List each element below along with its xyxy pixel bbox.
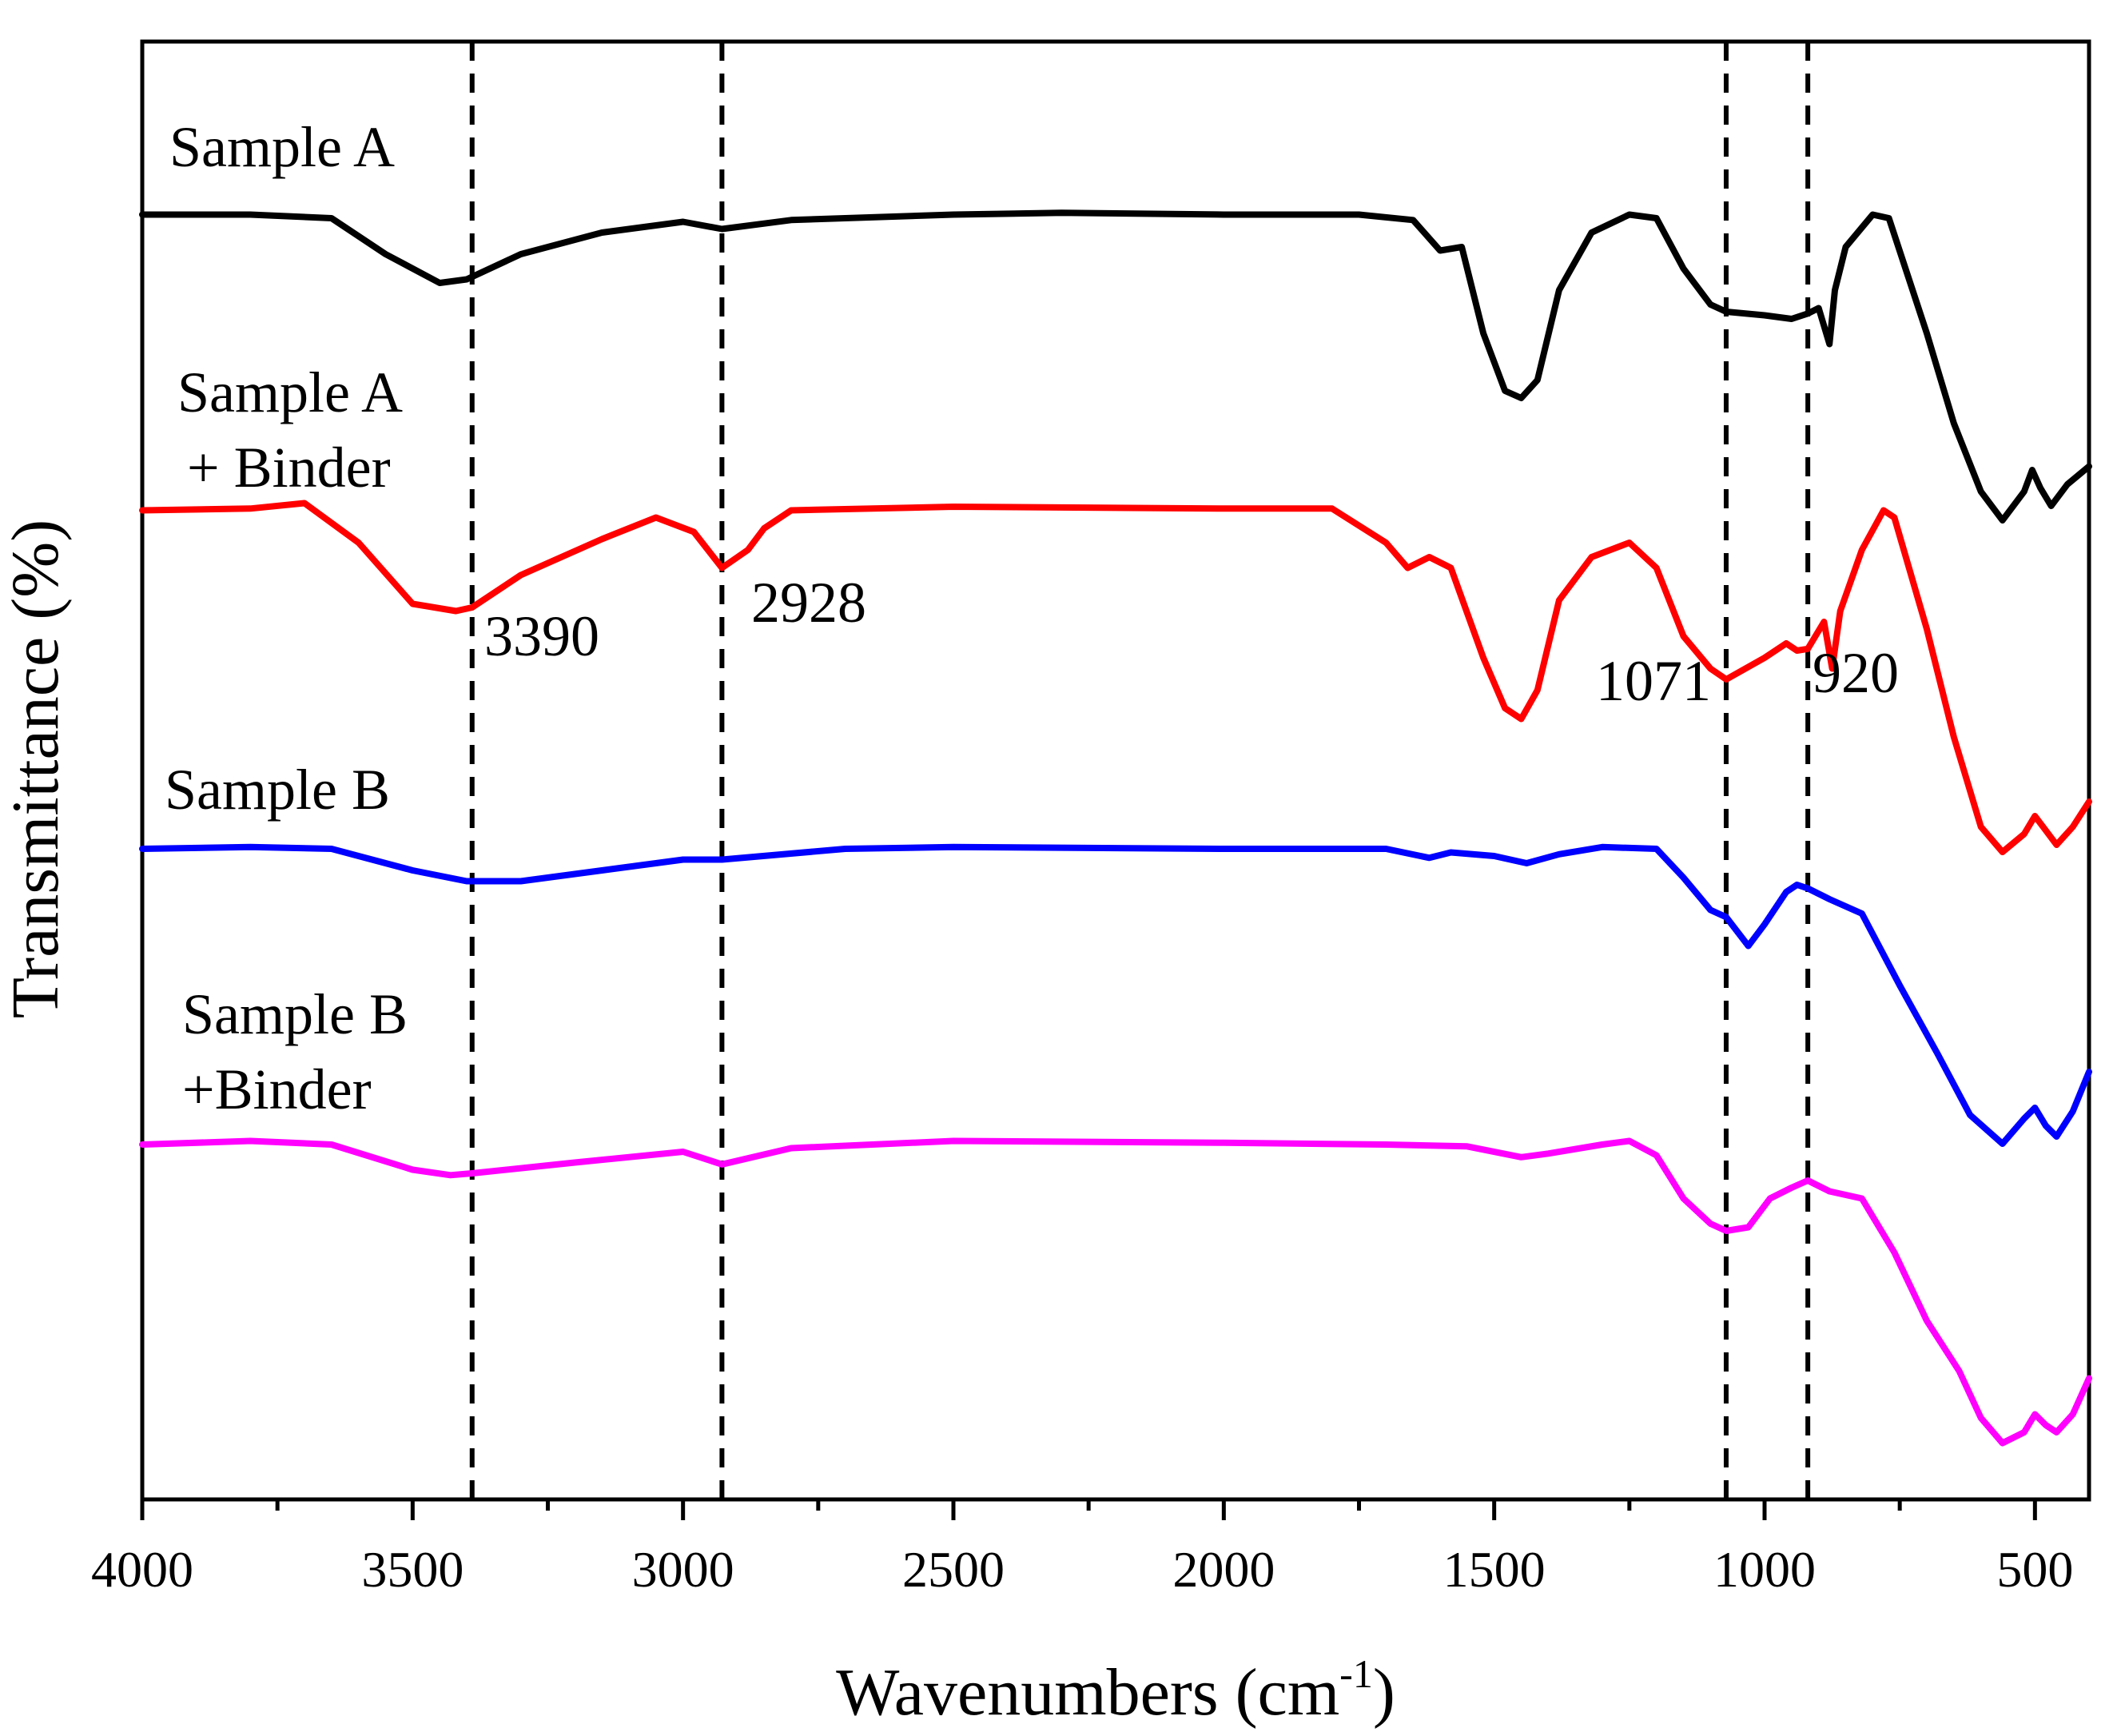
x-ticks — [140, 1499, 2037, 1520]
x-axis-label-close: ) — [1373, 1655, 1395, 1730]
x-tick-label-500: 500 — [1996, 1541, 2073, 1598]
x-tick-label-3500: 3500 — [361, 1541, 464, 1598]
x-axis-label: Wavenumbers (cm-1) — [836, 1651, 1395, 1730]
reference-label-3390: 3390 — [484, 604, 599, 668]
reference-label-2928: 2928 — [751, 571, 866, 635]
series-label-4-line-1: Sample B — [182, 982, 408, 1046]
series-line-3 — [139, 843, 2092, 1147]
reference-lines — [469, 42, 1811, 1499]
reference-label-1071: 1071 — [1596, 649, 1711, 713]
x-axis-label-main: Wavenumbers (cm — [836, 1655, 1339, 1730]
series-group — [139, 209, 2092, 1447]
x-axis-label-superscript: -1 — [1339, 1651, 1373, 1696]
series-line-2 — [139, 500, 2092, 855]
x-tick-label-3000: 3000 — [632, 1541, 734, 1598]
x-tick-label-2500: 2500 — [902, 1541, 1005, 1598]
series-label-2-line-2: + Binder — [187, 436, 391, 500]
plot-frame — [140, 39, 2091, 1502]
series-label-2-line-1: Sample A — [177, 360, 403, 424]
series-label-1-line-1: Sample A — [169, 115, 395, 179]
x-tick-label-1000: 1000 — [1713, 1541, 1816, 1598]
x-tick-label-1500: 1500 — [1443, 1541, 1546, 1598]
series-labels: Sample A Sample A + Binder Sample B Sample B… — [165, 115, 408, 1121]
series-label-4-line-2: +Binder — [182, 1057, 372, 1121]
x-tick-label-4000: 4000 — [91, 1541, 193, 1598]
reference-label-920: 920 — [1813, 641, 1899, 705]
y-axis-label: Transmittance (%) — [0, 520, 73, 1018]
x-tick-label-2000: 2000 — [1172, 1541, 1275, 1598]
series-line-4 — [139, 1137, 2092, 1447]
series-label-3-line-1: Sample B — [165, 758, 390, 822]
x-tick-labels: 4000 3500 3000 2500 2000 1500 1000 500 — [91, 1541, 2073, 1598]
series-line-1 — [139, 209, 2092, 524]
reference-labels: 3390 2928 1071 920 — [484, 571, 1899, 713]
